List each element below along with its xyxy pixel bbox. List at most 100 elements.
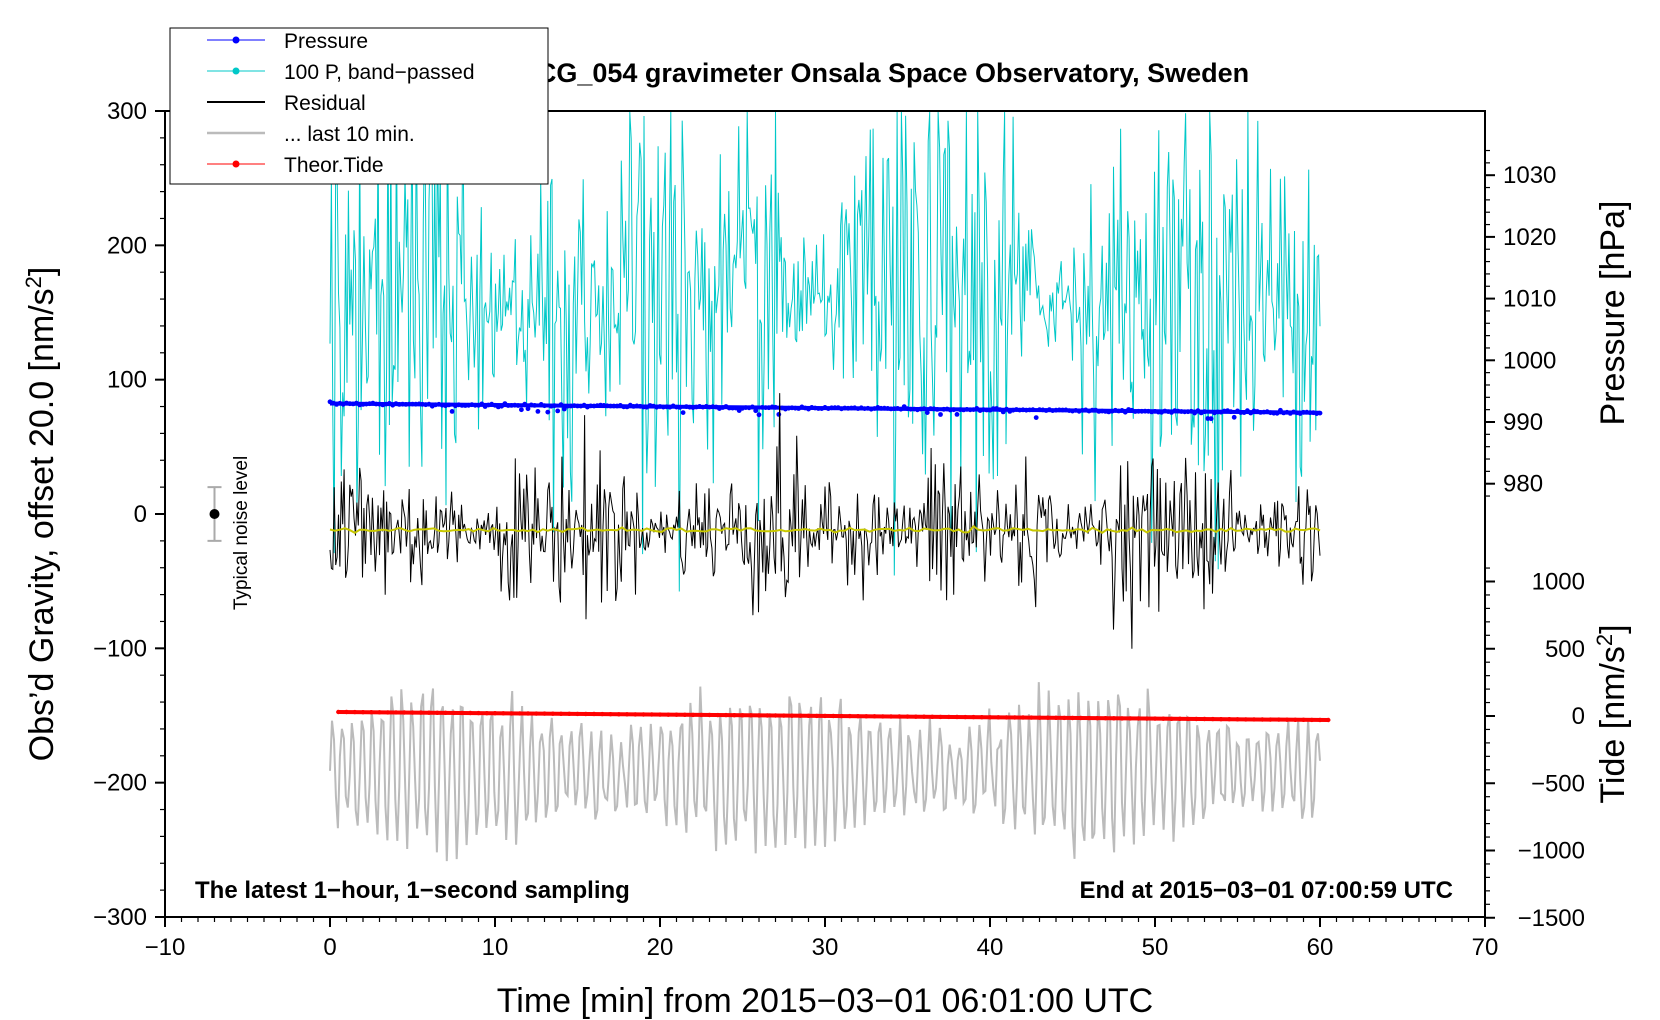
tide-point	[657, 712, 663, 717]
residual-mean-line	[329, 524, 1321, 534]
tide-point	[1111, 716, 1117, 721]
tide-point	[1045, 715, 1051, 720]
tide-point	[954, 714, 960, 720]
series-pressure	[327, 399, 1323, 422]
legend-item-residual: Residual	[207, 92, 366, 115]
tide-point	[583, 711, 588, 717]
plot-frame	[164, 110, 1486, 918]
tide-point	[558, 711, 564, 716]
series-theoretical-tide	[336, 709, 1331, 723]
tide-point	[839, 713, 844, 719]
tide-point	[1103, 716, 1108, 721]
tide-point	[682, 712, 687, 717]
noise-level-indicator	[207, 486, 222, 542]
y-tick-label: −200	[93, 770, 147, 797]
legend-label-bandpassed: 100 P, band−passed	[284, 61, 475, 84]
legend-item-last-10-min: ... last 10 min.	[207, 123, 415, 146]
tide-point	[344, 709, 349, 715]
tide-point	[930, 714, 935, 719]
legend-marker-pressure	[232, 36, 240, 44]
x-tick-label: 0	[323, 934, 336, 961]
residual-line	[329, 393, 1321, 649]
last-10-min-line	[329, 682, 1321, 862]
tide-point	[831, 713, 836, 719]
noise-level-label: Typical noise level	[231, 456, 252, 610]
tide-point	[822, 713, 828, 719]
tide-point	[633, 712, 638, 717]
tide-point	[1169, 716, 1174, 721]
tide-point	[1235, 717, 1240, 722]
tide-point	[1029, 715, 1034, 720]
tide-point	[1309, 717, 1315, 723]
tide-point	[732, 713, 737, 718]
pressure-point	[555, 408, 561, 414]
pressure-point	[680, 410, 686, 415]
tide-point	[352, 709, 357, 715]
pressure-point	[561, 406, 567, 412]
tide-point	[509, 711, 514, 716]
tide-point	[773, 713, 778, 718]
y-axis-title-left-text: Obs’d Gravity, offset 20.0 [nm/s	[23, 288, 61, 761]
tide-point	[1243, 717, 1249, 722]
tide-point	[946, 714, 951, 720]
tide-point	[1185, 716, 1191, 722]
legend: Pressure 100 P, band−passed Residual ...…	[169, 27, 549, 185]
tide-point	[913, 714, 918, 719]
tide-point	[550, 711, 555, 716]
legend-label-pressure: Pressure	[284, 30, 368, 53]
tide-point	[690, 712, 696, 718]
tide-point	[451, 710, 456, 716]
noise-center-dot	[209, 509, 220, 519]
tide-point	[1086, 715, 1092, 721]
tide-point	[888, 714, 894, 719]
legend-marker-tide	[232, 160, 240, 168]
tide-tick-label: 1000	[1532, 569, 1585, 596]
tide-point	[674, 712, 679, 717]
tide-point	[1128, 716, 1133, 721]
tide-point	[616, 712, 621, 717]
pressure-tick-label: 1020	[1503, 224, 1556, 251]
tide-point	[426, 710, 432, 715]
pressure-point	[1208, 416, 1214, 422]
tide-point	[789, 713, 795, 718]
tide-point	[963, 714, 968, 720]
tide-point	[814, 713, 819, 719]
legend-label-residual: Residual	[284, 92, 366, 115]
tide-point	[1078, 715, 1084, 721]
tide-point	[1194, 716, 1199, 722]
pressure-line	[329, 401, 1321, 415]
pressure-tick-label: 1010	[1503, 286, 1556, 313]
pressure-point	[1231, 414, 1237, 420]
series-last-10-min	[329, 682, 1321, 862]
pressure-point	[1033, 415, 1039, 420]
tide-point	[1326, 717, 1331, 723]
tide-point	[872, 714, 877, 719]
tide-point	[1119, 716, 1125, 721]
tide-point	[1268, 717, 1273, 722]
tide-point	[1210, 716, 1216, 722]
tide-point	[699, 712, 704, 718]
tide-point	[517, 711, 522, 716]
tide-tick-label: 0	[1572, 703, 1585, 730]
tide-point	[1276, 717, 1282, 722]
tide-point	[979, 715, 984, 720]
tide-point	[921, 714, 927, 719]
tide-point	[765, 713, 770, 718]
tide-point	[591, 711, 597, 717]
x-tick-label: 60	[1307, 934, 1334, 961]
tide-point	[624, 712, 630, 717]
series-residual	[329, 393, 1321, 649]
tide-point	[1284, 717, 1290, 722]
tide-point	[1251, 717, 1257, 722]
x-tick-label: 40	[977, 934, 1004, 961]
y-tick-label: 300	[107, 98, 147, 125]
y-axis-title-pressure: Pressure [hPa]	[1594, 201, 1632, 426]
tide-point	[938, 714, 943, 720]
tide-point	[715, 712, 720, 718]
tide-point	[1095, 716, 1100, 721]
axes: −10 0 10 20 30 40 50 60 70−300−200−1000100200300…	[93, 98, 1585, 961]
tide-point	[1004, 715, 1009, 720]
pressure-point	[449, 409, 455, 414]
pressure-point	[756, 412, 762, 418]
